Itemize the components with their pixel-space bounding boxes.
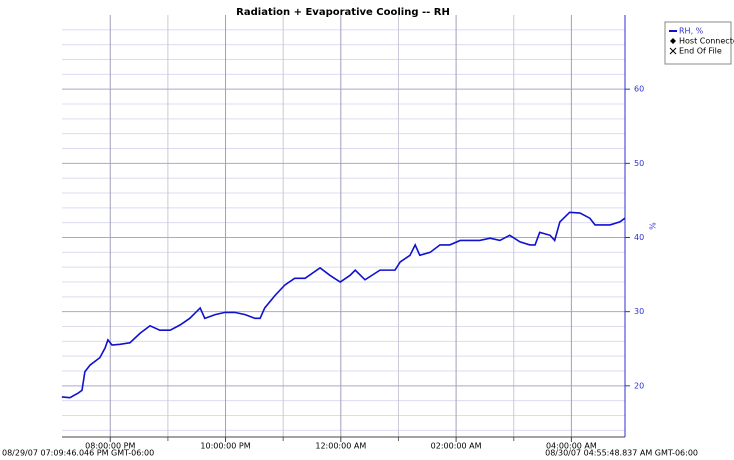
y-axis-label: % bbox=[648, 222, 657, 230]
legend-label: Host Connected bbox=[679, 37, 734, 46]
x-tick-label: 08:00:00 PM bbox=[85, 442, 135, 451]
end-label: 08/30/07 04:55:48.837 AM GMT-06:00 bbox=[545, 449, 698, 458]
x-tick-label: 02:00:00 AM bbox=[431, 442, 482, 451]
x-tick-label: 04:00:00 AM bbox=[546, 442, 597, 451]
start-label: 08/29/07 07:09:46.046 PM GMT-06:00 bbox=[2, 449, 154, 458]
x-tick-label: 12:00:00 AM bbox=[315, 442, 366, 451]
x-tick-label: 10:00:00 PM bbox=[200, 442, 250, 451]
y-tick-label: 40 bbox=[634, 233, 644, 242]
legend-label: End Of File bbox=[679, 47, 722, 56]
chart-title: Radiation + Evaporative Cooling -- RH bbox=[236, 7, 450, 18]
legend-marker bbox=[669, 47, 677, 55]
legend-box bbox=[664, 21, 732, 65]
y-tick-label: 50 bbox=[634, 159, 644, 168]
y-tick-label: 60 bbox=[634, 85, 644, 94]
legend-label: RH, % bbox=[679, 27, 704, 36]
data-line bbox=[61, 211, 626, 399]
y-tick-label: 20 bbox=[634, 381, 644, 390]
y-tick-label: 30 bbox=[634, 307, 644, 316]
legend-marker bbox=[670, 38, 676, 44]
